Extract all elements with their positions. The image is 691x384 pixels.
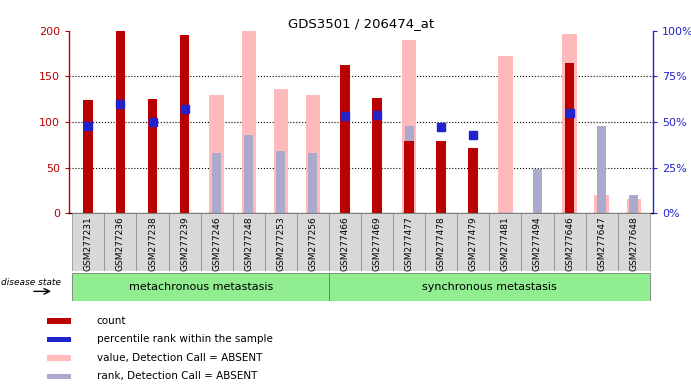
- Bar: [457, 213, 489, 271]
- Bar: [305, 94, 320, 213]
- Bar: [180, 35, 189, 213]
- Text: metachronous metastasis: metachronous metastasis: [129, 282, 273, 292]
- Bar: [115, 31, 125, 213]
- Bar: [627, 199, 641, 213]
- Bar: [361, 213, 393, 271]
- Bar: [372, 98, 382, 213]
- Bar: [405, 126, 414, 213]
- Bar: [522, 213, 553, 271]
- Text: GSM277648: GSM277648: [630, 216, 638, 271]
- Bar: [585, 213, 618, 271]
- Bar: [340, 65, 350, 213]
- Bar: [498, 56, 513, 213]
- Bar: [393, 213, 425, 271]
- Text: GSM277479: GSM277479: [468, 216, 478, 271]
- Text: value, Detection Call = ABSENT: value, Detection Call = ABSENT: [97, 353, 262, 363]
- Bar: [242, 27, 256, 213]
- Text: disease state: disease state: [1, 278, 61, 287]
- Bar: [84, 100, 93, 213]
- Text: GSM277236: GSM277236: [116, 216, 125, 271]
- Bar: [553, 213, 585, 271]
- Bar: [597, 126, 606, 213]
- Text: GSM277466: GSM277466: [341, 216, 350, 271]
- Bar: [47, 337, 71, 342]
- Bar: [308, 153, 317, 213]
- Bar: [533, 169, 542, 213]
- Bar: [212, 153, 221, 213]
- Bar: [73, 213, 104, 271]
- Bar: [594, 195, 609, 213]
- Bar: [437, 141, 446, 213]
- Text: GSM277469: GSM277469: [372, 216, 381, 271]
- Bar: [618, 213, 650, 271]
- Text: GSM277246: GSM277246: [212, 216, 221, 271]
- Text: GSM277494: GSM277494: [533, 216, 542, 271]
- Text: GSM277238: GSM277238: [148, 216, 157, 271]
- Bar: [169, 213, 200, 271]
- Bar: [274, 89, 288, 213]
- Text: percentile rank within the sample: percentile rank within the sample: [97, 334, 273, 344]
- Bar: [404, 141, 414, 213]
- Text: GSM277253: GSM277253: [276, 216, 285, 271]
- Bar: [276, 151, 285, 213]
- Text: GSM277248: GSM277248: [244, 216, 254, 271]
- Bar: [209, 94, 224, 213]
- Text: GSM277646: GSM277646: [565, 216, 574, 271]
- Bar: [47, 318, 71, 324]
- Bar: [489, 213, 522, 271]
- Text: GSM277477: GSM277477: [405, 216, 414, 271]
- Bar: [425, 213, 457, 271]
- Bar: [402, 40, 417, 213]
- Text: GSM277239: GSM277239: [180, 216, 189, 271]
- Title: GDS3501 / 206474_at: GDS3501 / 206474_at: [288, 17, 434, 30]
- Text: GSM277647: GSM277647: [597, 216, 606, 271]
- Bar: [297, 213, 329, 271]
- Bar: [47, 355, 71, 361]
- Text: synchronous metastasis: synchronous metastasis: [422, 282, 557, 292]
- Text: GSM277231: GSM277231: [84, 216, 93, 271]
- Text: GSM277481: GSM277481: [501, 216, 510, 271]
- Bar: [233, 213, 265, 271]
- Bar: [136, 213, 169, 271]
- Text: rank, Detection Call = ABSENT: rank, Detection Call = ABSENT: [97, 371, 257, 381]
- Text: GSM277478: GSM277478: [437, 216, 446, 271]
- Text: GSM277256: GSM277256: [308, 216, 317, 271]
- Bar: [265, 213, 297, 271]
- Text: count: count: [97, 316, 126, 326]
- Bar: [200, 213, 233, 271]
- Bar: [148, 99, 158, 213]
- FancyBboxPatch shape: [329, 273, 650, 301]
- Bar: [468, 148, 478, 213]
- Bar: [104, 213, 136, 271]
- Bar: [565, 63, 574, 213]
- Bar: [47, 374, 71, 379]
- Bar: [244, 135, 253, 213]
- Bar: [562, 35, 577, 213]
- FancyBboxPatch shape: [73, 273, 329, 301]
- Bar: [329, 213, 361, 271]
- Bar: [630, 195, 638, 213]
